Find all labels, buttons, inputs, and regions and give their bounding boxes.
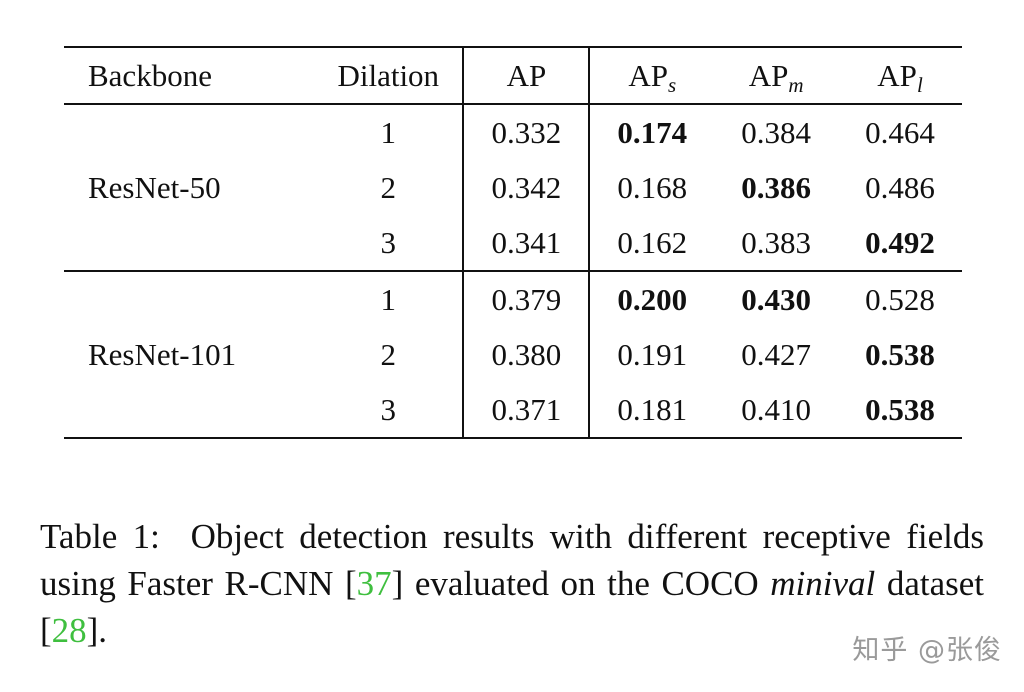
ap-small-cell: 0.168 bbox=[617, 170, 688, 205]
ap-small-cell: 0.191 bbox=[617, 337, 688, 372]
ap-medium-cell: 0.410 bbox=[714, 382, 839, 439]
ap-large-cell: 0.492 bbox=[838, 215, 962, 272]
ap-large-cell: 0.528 bbox=[865, 282, 935, 317]
table-caption: Table 1: Object detection results with d… bbox=[40, 513, 984, 654]
dilation-cell: 2 bbox=[380, 337, 397, 372]
results-table-container: Backbone Dilation AP APs APm APl 1 0.332… bbox=[64, 46, 962, 439]
header-backbone: Backbone bbox=[88, 58, 212, 93]
ap-medium-cell: 0.427 bbox=[741, 337, 812, 372]
dilation-cell: 3 bbox=[314, 382, 464, 439]
header-ap: AP bbox=[462, 47, 591, 104]
ap-cell: 0.342 bbox=[462, 160, 591, 215]
watermark: 知乎 @张俊 bbox=[852, 635, 1002, 666]
header-ap-large-sub: l bbox=[916, 73, 923, 97]
ap-small-cell: 0.181 bbox=[589, 382, 715, 439]
table-header-row: Backbone Dilation AP APs APm APl bbox=[64, 47, 962, 104]
table-row: ResNet-101 2 0.380 0.191 0.427 0.538 bbox=[64, 327, 962, 382]
results-table: Backbone Dilation AP APs APm APl 1 0.332… bbox=[64, 46, 962, 439]
backbone-cell bbox=[64, 215, 315, 272]
table-row: 1 0.332 0.174 0.384 0.464 bbox=[64, 104, 962, 160]
ap-medium-cell: 0.384 bbox=[741, 115, 812, 150]
caption-text-part4: ]. bbox=[86, 611, 108, 650]
citation-link-28[interactable]: 28 bbox=[51, 611, 87, 650]
caption-text-part1: Object detection results with different … bbox=[40, 517, 984, 603]
dilation-cell: 2 bbox=[380, 170, 397, 205]
ap-medium-cell: 0.430 bbox=[741, 282, 812, 317]
table-row: 3 0.341 0.162 0.383 0.492 bbox=[64, 215, 962, 272]
ap-cell: 0.332 bbox=[462, 104, 591, 160]
ap-small-cell: 0.174 bbox=[617, 115, 688, 150]
table-row: ResNet-50 2 0.342 0.168 0.386 0.486 bbox=[64, 160, 962, 215]
ap-medium-cell: 0.383 bbox=[714, 215, 839, 272]
dilation-cell: 1 bbox=[380, 115, 397, 150]
backbone-cell: ResNet-50 bbox=[88, 170, 221, 205]
caption-text-part3: dataset [ bbox=[40, 564, 984, 650]
header-ap-small-base: AP bbox=[628, 58, 668, 93]
ap-small-cell: 0.200 bbox=[617, 282, 688, 317]
caption-italic-word: minival bbox=[770, 564, 876, 603]
ap-cell: 0.379 bbox=[462, 271, 591, 327]
ap-large-cell: 0.464 bbox=[865, 115, 935, 150]
table-row: 1 0.379 0.200 0.430 0.528 bbox=[64, 271, 962, 327]
header-ap-large: APl bbox=[838, 47, 962, 104]
ap-large-cell: 0.538 bbox=[865, 337, 935, 372]
ap-cell: 0.371 bbox=[462, 382, 591, 439]
header-ap-medium-sub: m bbox=[788, 73, 804, 97]
backbone-cell bbox=[64, 104, 314, 160]
header-ap-large-base: AP bbox=[877, 58, 917, 93]
backbone-cell bbox=[64, 382, 315, 439]
header-ap-medium-base: AP bbox=[748, 58, 789, 93]
ap-small-cell: 0.162 bbox=[589, 215, 715, 272]
caption-prefix: Table 1: bbox=[40, 517, 160, 556]
ap-large-cell: 0.486 bbox=[865, 170, 935, 205]
table-row: 3 0.371 0.181 0.410 0.538 bbox=[64, 382, 962, 439]
citation-link-37[interactable]: 37 bbox=[356, 564, 392, 603]
ap-large-cell: 0.538 bbox=[838, 382, 962, 439]
table-body: 1 0.332 0.174 0.384 0.464 ResNet-50 2 0.… bbox=[64, 104, 962, 439]
header-ap-small: APs bbox=[589, 47, 714, 104]
ap-cell: 0.341 bbox=[462, 215, 591, 272]
header-ap-small-sub: s bbox=[668, 73, 677, 97]
header-ap-medium: APm bbox=[714, 47, 838, 104]
header-dilation: Dilation bbox=[337, 58, 440, 93]
backbone-cell bbox=[64, 271, 314, 327]
ap-cell: 0.380 bbox=[462, 327, 591, 382]
ap-medium-cell: 0.386 bbox=[741, 170, 812, 205]
dilation-cell: 1 bbox=[380, 282, 397, 317]
dilation-cell: 3 bbox=[314, 215, 464, 272]
caption-text-part2: ] evaluated on the COCO bbox=[391, 564, 771, 603]
backbone-cell: ResNet-101 bbox=[88, 337, 237, 372]
